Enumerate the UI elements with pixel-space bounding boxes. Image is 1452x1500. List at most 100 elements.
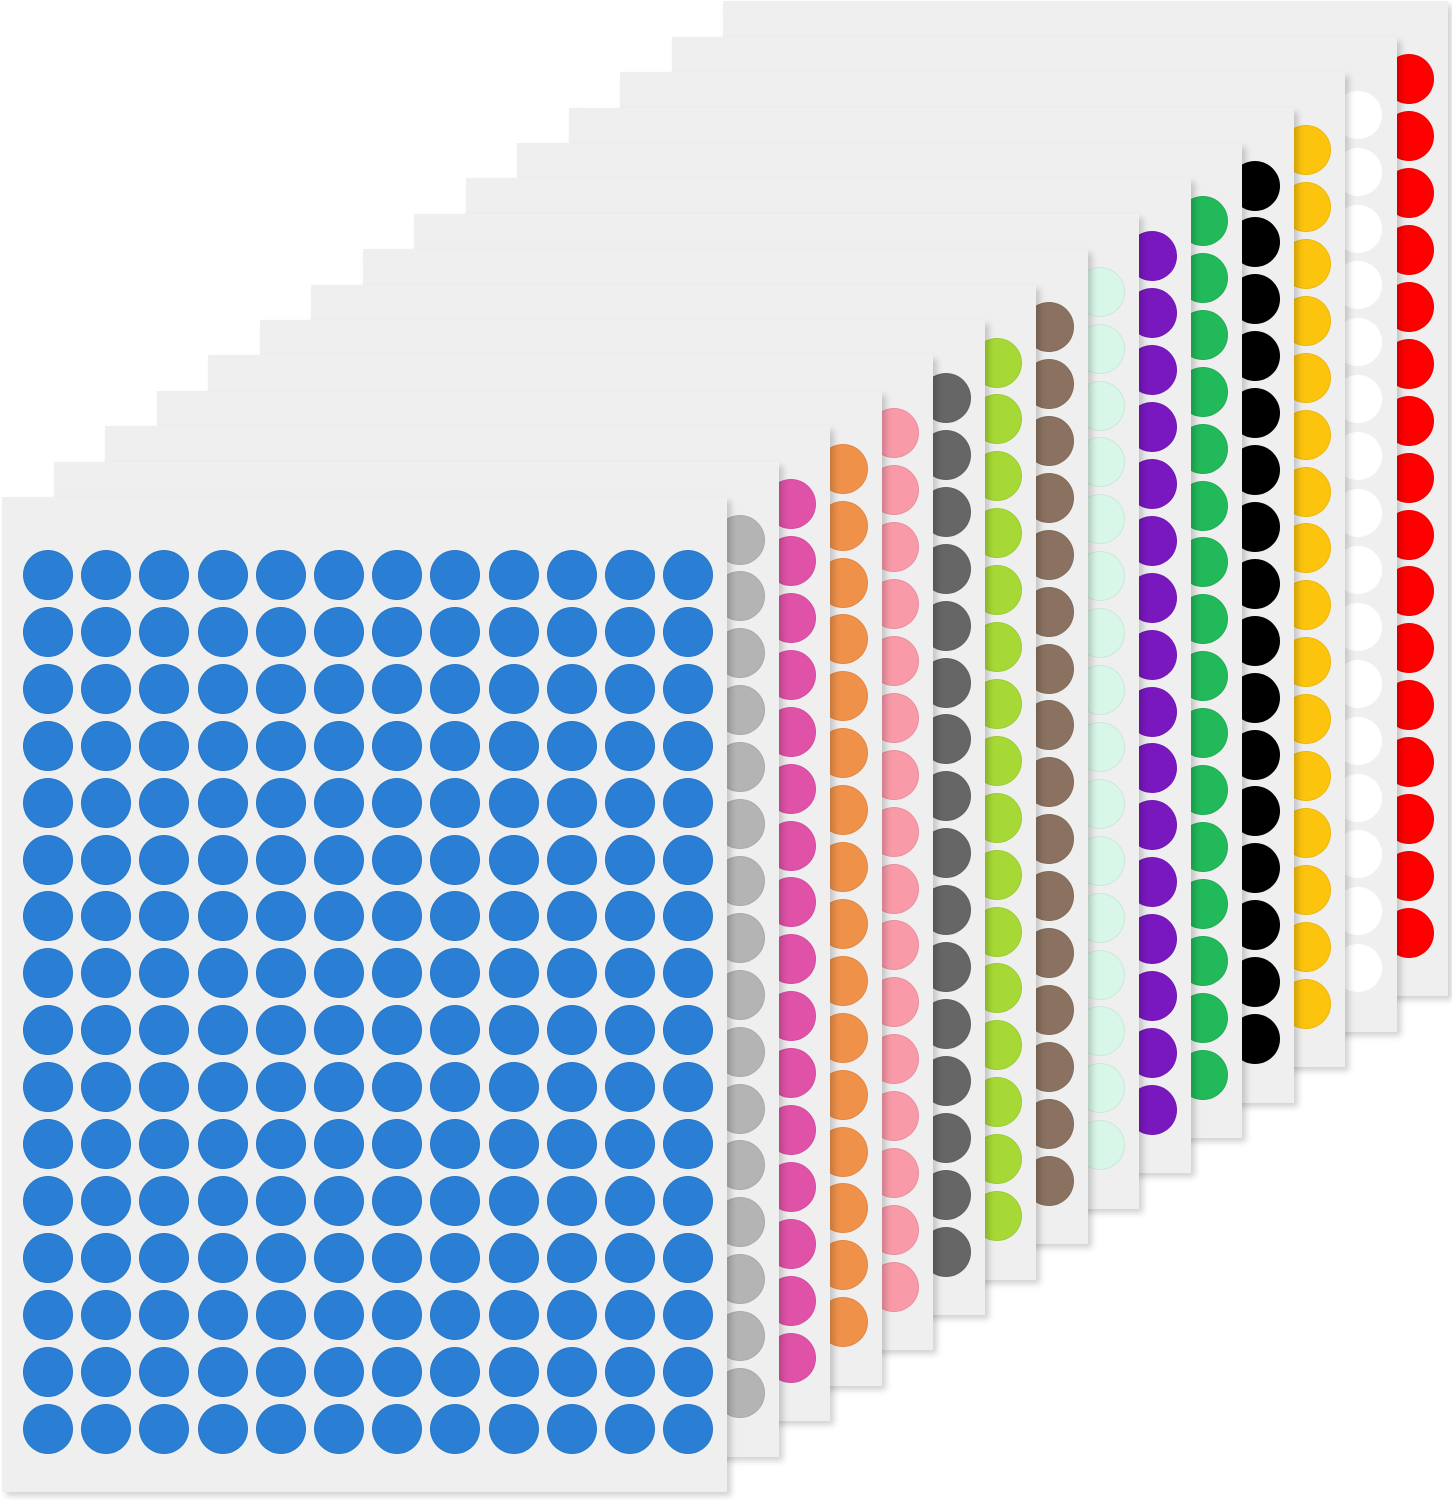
dot-sticker-blue: [139, 1175, 190, 1226]
dot-sticker-blue: [663, 606, 714, 657]
dot-sticker-blue: [372, 1232, 423, 1283]
dot-sticker-blue: [430, 948, 481, 999]
dot-sticker-blue: [488, 1346, 539, 1397]
dot-sticker-blue: [314, 777, 364, 828]
dot-sticker-blue: [430, 891, 481, 942]
dot-sticker-blue: [372, 1403, 423, 1454]
dot-sticker-blue: [23, 1119, 73, 1169]
dot-sticker-blue: [605, 550, 655, 600]
dot-sticker-blue: [314, 720, 364, 771]
dot-sticker-blue: [546, 663, 597, 714]
dot-sticker-blue: [197, 1289, 248, 1340]
dot-sticker-blue: [546, 777, 597, 828]
dot-sticker-blue: [139, 606, 190, 657]
dot-sticker-blue: [488, 1062, 539, 1113]
dot-sticker-blue: [488, 891, 539, 942]
dot-sticker-blue: [605, 1232, 655, 1283]
dot-sticker-blue: [605, 606, 655, 657]
dot-sticker-blue: [139, 1346, 190, 1397]
dot-sticker-blue: [430, 1119, 481, 1169]
dot-sticker-blue: [23, 1289, 73, 1340]
dot-sticker-blue: [314, 1346, 364, 1397]
dot-sticker-blue: [197, 1119, 248, 1169]
dot-sticker-blue: [605, 720, 655, 771]
dot-sticker-blue: [314, 606, 364, 657]
dot-sticker-blue: [488, 663, 539, 714]
dot-sticker-blue: [663, 550, 714, 600]
dot-sticker-blue: [488, 1232, 539, 1283]
dot-sticker-blue: [139, 834, 190, 885]
dot-sticker-blue: [81, 1005, 132, 1056]
dot-sticker-blue: [197, 1062, 248, 1113]
dot-sticker-blue: [255, 663, 306, 714]
dot-sticker-blue: [430, 663, 481, 714]
dot-sticker-blue: [663, 1289, 714, 1340]
dot-sticker-blue: [139, 1232, 190, 1283]
dot-sticker-blue: [139, 1005, 190, 1056]
dot-sticker-blue: [255, 1005, 306, 1056]
dot-sticker-blue: [23, 1062, 73, 1113]
dot-sticker-blue: [81, 1289, 132, 1340]
dot-sticker-blue: [255, 1062, 306, 1113]
dot-sticker-blue: [663, 1403, 714, 1454]
dot-sticker-blue: [23, 606, 73, 657]
dot-sticker-blue: [314, 1119, 364, 1169]
dot-sticker-blue: [605, 1062, 655, 1113]
dot-sticker-blue: [663, 720, 714, 771]
dot-sticker-blue: [605, 777, 655, 828]
dot-sticker-blue: [488, 606, 539, 657]
dot-sticker-blue: [81, 1346, 132, 1397]
dot-sticker-blue: [197, 777, 248, 828]
dot-sticker-blue: [23, 891, 73, 942]
dot-sticker-blue: [430, 777, 481, 828]
dot-sticker-blue: [255, 948, 306, 999]
dot-sticker-blue: [197, 1175, 248, 1226]
dot-sticker-blue: [23, 1005, 73, 1056]
dot-sticker-blue: [255, 1346, 306, 1397]
dot-sticker-blue: [605, 1175, 655, 1226]
dot-sticker-blue: [546, 1232, 597, 1283]
dot-sticker-blue: [605, 891, 655, 942]
dot-sticker-blue: [430, 1175, 481, 1226]
dot-sticker-blue: [81, 891, 132, 942]
dot-sticker-blue: [488, 1289, 539, 1340]
dot-sticker-blue: [139, 891, 190, 942]
dot-sticker-blue: [197, 1005, 248, 1056]
dot-sticker-blue: [23, 663, 73, 714]
dot-sticker-blue: [488, 1403, 539, 1454]
dot-sticker-blue: [488, 720, 539, 771]
dot-sticker-blue: [546, 834, 597, 885]
dot-sticker-blue: [255, 1175, 306, 1226]
dot-sticker-blue: [663, 1119, 714, 1169]
dot-sticker-blue: [139, 1403, 190, 1454]
dot-sticker-blue: [255, 720, 306, 771]
dot-sticker-blue: [314, 891, 364, 942]
dot-sticker-blue: [488, 1119, 539, 1169]
dot-sticker-blue: [314, 834, 364, 885]
dot-sticker-blue: [81, 834, 132, 885]
dot-sticker-blue: [255, 834, 306, 885]
dot-sticker-blue: [430, 1062, 481, 1113]
sticker-sheet-blue: [2, 497, 727, 1492]
dot-sticker-blue: [546, 1005, 597, 1056]
dot-sticker-blue: [430, 550, 481, 600]
dot-sticker-blue: [663, 948, 714, 999]
dot-sticker-blue: [197, 1232, 248, 1283]
dot-sticker-blue: [255, 550, 306, 600]
dot-sticker-blue: [23, 720, 73, 771]
dot-sticker-blue: [197, 550, 248, 600]
dot-sticker-blue: [255, 1289, 306, 1340]
dot-sticker-blue: [488, 948, 539, 999]
dot-sticker-blue: [605, 834, 655, 885]
dot-sticker-blue: [372, 948, 423, 999]
dot-sticker-blue: [139, 948, 190, 999]
dot-sticker-blue: [81, 1062, 132, 1113]
dot-sticker-blue: [488, 1175, 539, 1226]
dot-sticker-blue: [314, 663, 364, 714]
dot-sticker-blue: [488, 777, 539, 828]
dot-sticker-blue: [663, 1062, 714, 1113]
dot-sticker-blue: [139, 1289, 190, 1340]
dot-sticker-blue: [23, 1346, 73, 1397]
dot-sticker-blue: [255, 1403, 306, 1454]
dot-sticker-blue: [81, 550, 132, 600]
